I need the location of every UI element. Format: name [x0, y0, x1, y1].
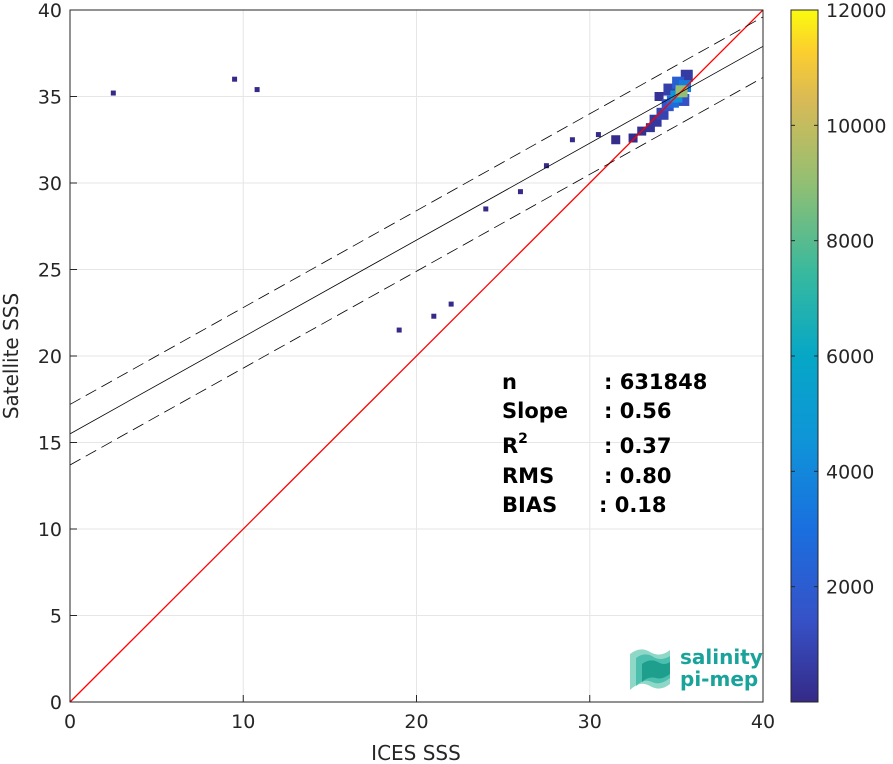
y-tick-label: 30: [38, 173, 62, 195]
colorbar-tick-label: 12000: [826, 0, 886, 22]
x-axis-label: ICES SSS: [371, 741, 461, 764]
stat-superscript: 2: [518, 431, 528, 447]
y-tick-label: 10: [38, 519, 62, 541]
stat-value: : 631848: [604, 370, 707, 394]
density-cell: [654, 92, 664, 101]
logo-text-pimep: pi-mep: [680, 667, 758, 691]
y-axis-ticks: 0 5 10 15 20 25 30 35 40: [38, 0, 77, 714]
plot-area: 0 10 20 30 40 0 5 10 15 20 25 30 35 40: [38, 0, 775, 733]
x-tick-label: 40: [751, 711, 775, 733]
density-cell: [254, 87, 260, 93]
density-cell: [517, 189, 523, 195]
fit-lines: [69, 9, 764, 703]
stat-value: : 0.37: [604, 434, 672, 458]
x-tick-label: 30: [578, 711, 602, 733]
logo: salinity pi-mep: [630, 645, 763, 691]
colorbar: 2000 4000 6000 8000 10000 12000: [790, 0, 886, 703]
regression-line: [69, 45, 764, 435]
density-cell: [110, 90, 116, 96]
colorbar-ticks: 2000 4000 6000 8000 10000 12000: [791, 0, 886, 599]
stat-label: Slope: [502, 399, 568, 423]
y-tick-label: 5: [50, 606, 62, 628]
density-cell: [611, 135, 621, 145]
y-tick-label: 15: [38, 433, 62, 455]
density-cell: [628, 133, 638, 143]
identity-line: [69, 9, 764, 703]
density-cell: [595, 132, 601, 138]
logo-mark-icon: [630, 649, 670, 690]
colorbar-tick-label: 2000: [826, 577, 874, 599]
stat-label: RMS: [502, 464, 554, 488]
y-axis-label: Satellite SSS: [0, 293, 23, 419]
stat-value: : 0.18: [599, 493, 667, 517]
y-tick-label: 0: [50, 692, 62, 714]
x-tick-label: 10: [231, 711, 255, 733]
stat-label: n: [502, 370, 517, 394]
colorbar-gradient: [790, 9, 819, 703]
y-tick-label: 20: [38, 346, 62, 368]
confidence-line: [69, 77, 764, 466]
x-tick-label: 0: [64, 711, 76, 733]
y-tick-label: 25: [38, 260, 62, 282]
colorbar-tick-label: 8000: [826, 231, 874, 253]
density-cell: [232, 76, 238, 82]
x-axis-ticks: 0 10 20 30 40: [64, 695, 775, 733]
density-cell: [543, 163, 549, 169]
colorbar-tick-label: 6000: [826, 346, 874, 368]
density-cell: [448, 301, 454, 307]
stat-value: : 0.56: [604, 399, 672, 423]
density-cell: [396, 327, 402, 333]
stat-label: BIAS: [502, 493, 557, 517]
colorbar-tick-label: 10000: [826, 115, 886, 137]
density-cell: [431, 313, 437, 319]
density-cell: [569, 137, 575, 143]
density-cell: [645, 123, 655, 133]
y-tick-label: 35: [38, 87, 62, 109]
colorbar-tick-label: 4000: [826, 461, 874, 483]
confidence-line: [69, 16, 764, 405]
density-cell: [483, 206, 489, 212]
y-tick-label: 40: [38, 0, 62, 22]
x-tick-label: 20: [404, 711, 428, 733]
stat-value: : 0.80: [604, 464, 672, 488]
logo-text-salinity: salinity: [680, 645, 763, 669]
